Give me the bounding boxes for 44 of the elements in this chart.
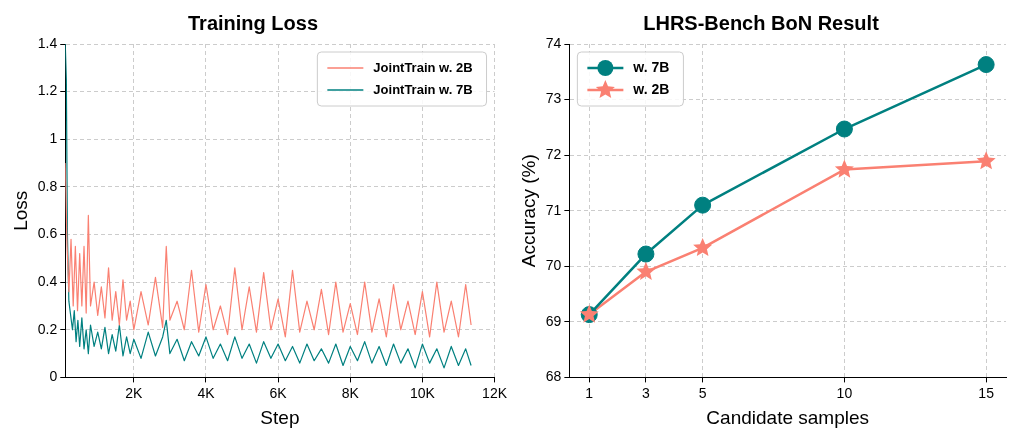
y-tick-label: 0.6 — [37, 225, 58, 242]
x-tick-label: 1 — [585, 384, 594, 401]
y-tick-label: 73 — [545, 90, 562, 107]
chart-title: LHRS-Bench BoN Result — [643, 11, 880, 34]
legend-label: JointTrain w. 7B — [373, 81, 473, 97]
y-tick-label: 69 — [545, 312, 562, 329]
point — [976, 151, 996, 170]
y-tick-label: 70 — [545, 257, 562, 274]
y-tick-label: 1.4 — [37, 34, 58, 51]
y-tick-label: 0.4 — [37, 273, 58, 289]
point — [694, 196, 712, 214]
chart-title: Training Loss — [187, 11, 319, 34]
point — [977, 56, 995, 74]
y-tick-label: 1.2 — [37, 82, 58, 99]
x-tick-label: 3 — [642, 384, 651, 401]
point — [834, 159, 854, 178]
y-tick-label: 0.2 — [37, 320, 58, 337]
point — [693, 237, 713, 257]
x-tick-label: 5 — [698, 384, 707, 401]
x-tick-label: 12K — [482, 384, 508, 401]
legend-label: w. 7B — [632, 58, 670, 75]
legend-label: w. 2B — [632, 80, 670, 97]
legend-label: JointTrain w. 2B — [373, 59, 473, 75]
y-tick-label: 68 — [545, 368, 562, 385]
point — [637, 245, 655, 263]
y-tick-label: 72 — [545, 145, 562, 162]
x-tick-label: 8K — [341, 384, 360, 401]
y-axis-title: Accuracy (%) — [517, 154, 539, 268]
x-tick-label: 4K — [197, 384, 216, 401]
x-tick-label: 2K — [125, 384, 144, 401]
x-tick-label: 10K — [409, 384, 436, 401]
y-tick-label: 0.8 — [37, 177, 58, 194]
point — [835, 120, 853, 138]
x-tick-label: 15 — [978, 384, 995, 401]
y-tick-label: 74 — [545, 34, 562, 51]
x-axis-title: Candidate samples — [706, 406, 870, 428]
point — [636, 261, 656, 280]
x-tick-label: 6K — [269, 384, 288, 401]
y-axis-title: Loss — [9, 190, 31, 231]
y-tick-label: 1 — [49, 130, 58, 147]
y-tick-label: 71 — [545, 201, 562, 218]
y-tick-label: 0 — [49, 368, 58, 385]
x-tick-label: 10 — [836, 384, 853, 401]
x-axis-title: Step — [260, 406, 300, 428]
